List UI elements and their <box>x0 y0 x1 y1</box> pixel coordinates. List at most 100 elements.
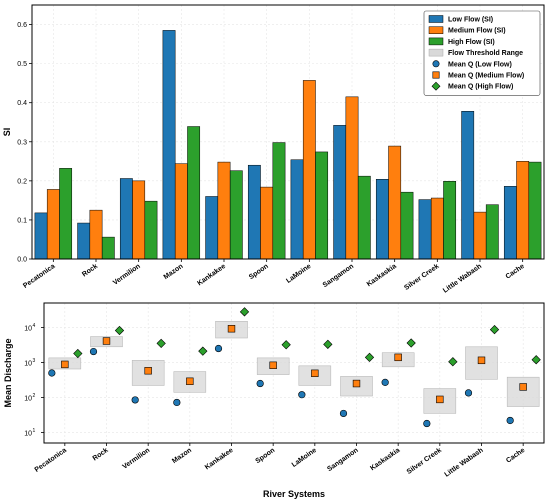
discharge-y-tick-label: 10 <box>24 325 32 332</box>
marker-mean-q-high-flow-silver-creek <box>448 357 458 367</box>
si-x-tick-label-pecatonica: Pecatonica <box>22 263 56 290</box>
marker-mean-q-low-flow-kaskaskia <box>381 378 389 386</box>
si-bars <box>34 30 542 260</box>
si-plot-frame <box>31 4 545 260</box>
marker-mean-q-medium-flow-spoon <box>269 361 277 369</box>
bar-medium-flow-si-kankakee <box>217 161 231 260</box>
marker-mean-q-low-flow-spoon <box>256 379 264 388</box>
bar-medium-flow-si-pecatonica <box>46 189 60 260</box>
bar-medium-flow-si-rock <box>89 209 103 260</box>
bar-high-flow-si-rock <box>101 236 115 260</box>
si-y-tick-label: 0.1 <box>17 217 27 224</box>
marker-mean-q-high-flow-kankakee <box>239 307 250 317</box>
si-y-axis-title: SI <box>2 128 12 137</box>
si-y-tick-label: 0.5 <box>17 61 27 68</box>
legend-high-flow-si-label: High Flow (SI) <box>448 39 495 46</box>
si-x-tick-label-silver-creek: Silver Creek <box>403 263 440 292</box>
si-x-tick-label-kaskaskia: Kaskaskia <box>366 263 398 288</box>
legend-medium-flow-si-label: Medium Flow (SI) <box>448 28 506 35</box>
marker-mean-q-high-flow-little-wabash <box>489 324 500 335</box>
discharge-y-tick-exponent: 1 <box>33 428 36 434</box>
marker-mean-q-low-flow-kankakee <box>214 344 223 353</box>
bar-high-flow-si-pecatonica <box>59 168 73 260</box>
bar-high-flow-si-sangamon <box>357 175 371 260</box>
si-x-tick-label-cache: Cache <box>505 263 526 281</box>
discharge-y-tick-label: 10 <box>24 430 32 437</box>
legend-low-flow-si-label: Low Flow (SI) <box>448 17 493 24</box>
marker-mean-q-high-flow-mazon <box>198 346 208 356</box>
bar-medium-flow-si-lamoine <box>302 80 316 260</box>
discharge-x-tick-label-little-wabash: Little Wabash <box>444 447 485 479</box>
si-y-ticks: 0.0 0.1 0.2 0.3 0.4 0.5 0.6 <box>17 22 32 264</box>
si-y-tick-label: 0.6 <box>17 22 27 29</box>
discharge-x-tick-label-kaskaskia: Kaskaskia <box>369 447 401 472</box>
bar-medium-flow-si-sangamon <box>345 96 359 260</box>
bar-high-flow-si-vermilion <box>144 200 158 260</box>
discharge-x-tick-label-lamoine: LaMoine <box>291 447 318 469</box>
si-x-tick-label-vermilion: Vermilion <box>112 263 142 287</box>
legend-mean-q-medium-flow-swatch <box>432 71 440 79</box>
marker-mean-q-low-flow-silver-creek <box>423 419 431 428</box>
bar-medium-flow-si-little-wabash <box>473 211 487 260</box>
marker-mean-q-high-flow-vermilion <box>156 338 166 349</box>
marker-mean-q-high-flow-pecatonica <box>73 348 83 359</box>
discharge-y-tick-exponent: 3 <box>33 358 36 364</box>
legend-mean-q-medium-flow-label: Mean Q (Medium Flow) <box>448 73 524 80</box>
bar-medium-flow-si-spoon <box>260 186 274 260</box>
marker-mean-q-medium-flow-silver-creek <box>436 395 444 404</box>
bar-high-flow-si-silver-creek <box>443 180 457 260</box>
legend: Low Flow (SI) Medium Flow (SI) High Flow (… <box>423 10 541 96</box>
discharge-y-axis-title: Mean Discharge <box>3 338 13 407</box>
marker-mean-q-medium-flow-cache <box>519 383 527 391</box>
bar-medium-flow-si-silver-creek <box>430 197 444 260</box>
marker-mean-q-high-flow-cache <box>531 355 541 365</box>
si-x-tick-label-sangamon: Sangamon <box>322 263 355 289</box>
marker-mean-q-low-flow-pecatonica <box>48 369 56 377</box>
marker-mean-q-high-flow-lamoine <box>323 339 333 349</box>
bar-high-flow-si-kaskaskia <box>400 191 414 260</box>
threshold-range-cache <box>506 376 540 407</box>
marker-mean-q-low-flow-sangamon <box>339 409 348 418</box>
marker-mean-q-medium-flow-vermilion <box>144 367 152 375</box>
legend-mean-q-high-flow-label: Mean Q (High Flow) <box>448 84 513 91</box>
bar-low-flow-si-kaskaskia <box>375 179 389 260</box>
si-y-tick-label: 0.2 <box>17 178 27 185</box>
bar-high-flow-si-mazon <box>187 126 201 260</box>
marker-mean-q-high-flow-spoon <box>281 340 291 350</box>
bar-low-flow-si-sangamon <box>333 125 347 260</box>
discharge-x-tick-label-rock: Rock <box>92 447 110 463</box>
discharge-y-tick-label: 10 <box>24 360 32 367</box>
bar-high-flow-si-little-wabash <box>485 204 499 260</box>
si-bar-chart: 0.0 0.1 0.2 0.3 0.4 0.5 0.6 Pecatonica Rock Verm… <box>2 4 545 295</box>
discharge-x-tick-label-vermilion: Vermilion <box>121 447 151 471</box>
si-grid <box>32 5 544 260</box>
marker-mean-q-medium-flow-lamoine <box>311 369 319 378</box>
si-x-tick-label-kankakee: Kankakee <box>196 263 227 288</box>
legend-mean-q-low-flow-label: Mean Q (Low Flow) <box>448 61 512 68</box>
discharge-plot-frame <box>43 302 545 444</box>
discharge-x-tick-label-pecatonica: Pecatonica <box>34 447 68 474</box>
si-x-tick-label-spoon: Spoon <box>248 263 270 281</box>
bar-medium-flow-si-kaskaskia <box>388 145 402 260</box>
si-x-ticks: Pecatonica Rock Vermilion Mazon Kankakee Spoo… <box>22 259 526 295</box>
si-x-tick-label-little-wabash: Little Wabash <box>442 263 483 295</box>
legend-box <box>423 10 541 96</box>
threshold-ranges <box>48 321 540 414</box>
bar-low-flow-si-spoon <box>247 164 261 260</box>
bar-low-flow-si-pecatonica <box>34 212 48 260</box>
bar-low-flow-si-rock <box>77 222 91 260</box>
discharge-y-tick-label: 10 <box>24 395 32 402</box>
marker-mean-q-medium-flow-pecatonica <box>61 360 69 369</box>
legend-flow-threshold-range-swatch <box>428 48 444 57</box>
discharge-x-tick-label-silver-creek: Silver Creek <box>406 447 443 476</box>
marker-mean-q-high-flow-rock <box>114 325 125 336</box>
marker-mean-q-low-flow-little-wabash <box>464 389 473 397</box>
legend-flow-threshold-range-label: Flow Threshold Range <box>448 50 523 57</box>
bar-low-flow-si-lamoine <box>290 159 304 260</box>
marker-mean-q-low-flow-vermilion <box>131 396 139 404</box>
discharge-x-tick-label-kankakee: Kankakee <box>204 447 235 472</box>
si-y-tick-label: 0.0 <box>17 257 27 264</box>
